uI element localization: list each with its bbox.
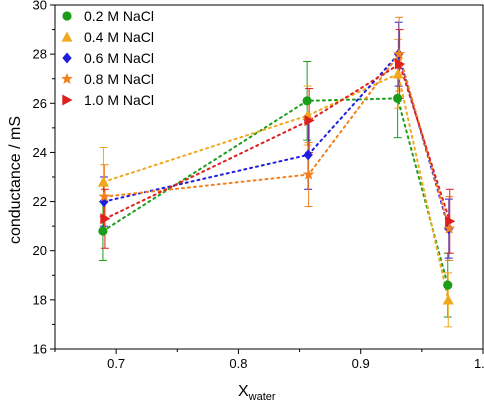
data-point xyxy=(442,294,454,305)
data-point xyxy=(98,226,108,236)
legend-label: 1.0 M NaCl xyxy=(84,92,154,108)
legend-marker xyxy=(61,72,73,85)
y-tick-label: 30 xyxy=(33,0,47,13)
legend-marker xyxy=(61,31,73,42)
series-line xyxy=(103,62,451,223)
x-tick-label: 0.7 xyxy=(107,356,125,371)
data-point xyxy=(393,47,406,60)
data-point xyxy=(392,68,404,79)
legend-marker xyxy=(62,94,73,106)
y-tick-label: 26 xyxy=(33,96,47,111)
x-tick-label: 1.0 xyxy=(474,356,484,371)
data-point xyxy=(303,149,313,161)
y-tick-label: 24 xyxy=(33,145,47,160)
series-line xyxy=(102,72,450,301)
legend-marker xyxy=(62,52,72,64)
x-axis: 0.7 0.8 0.9 1.0 xyxy=(54,349,484,371)
data-point xyxy=(302,96,312,106)
data-point xyxy=(394,58,406,70)
data-point xyxy=(393,93,403,103)
y-axis: 16 18 20 22 24 26 28 30 xyxy=(33,0,55,357)
y-tick-label: 22 xyxy=(33,194,47,209)
legend-label: 0.4 M NaCl xyxy=(84,29,154,45)
data-point xyxy=(443,280,453,290)
legend: 0.2 M NaCl 0.4 M NaCl 0.6 M NaCl 0.8 M NaCl… xyxy=(61,8,154,108)
y-tick-label: 28 xyxy=(33,47,47,62)
legend-label: 0.6 M NaCl xyxy=(84,50,154,66)
y-tick-label: 16 xyxy=(33,342,47,357)
y-tick-label: 18 xyxy=(33,292,47,307)
x-axis-title-main: X xyxy=(238,383,249,400)
x-tick-label: 0.9 xyxy=(352,356,370,371)
series-lines xyxy=(101,51,451,301)
data-point xyxy=(100,213,111,225)
data-point xyxy=(443,222,456,234)
legend-marker xyxy=(62,11,72,21)
data-point xyxy=(98,190,111,202)
y-axis-title: conductance / mS xyxy=(7,116,24,244)
legend-label: 0.8 M NaCl xyxy=(84,71,154,87)
legend-label: 0.2 M NaCl xyxy=(84,8,154,24)
y-tick-label: 20 xyxy=(33,243,47,258)
data-point xyxy=(302,168,315,180)
series-line xyxy=(102,52,450,230)
data-points xyxy=(97,47,456,305)
x-axis-title: Xwater xyxy=(238,383,276,403)
x-axis-title-subscript: water xyxy=(248,391,276,403)
x-tick-label: 0.8 xyxy=(229,356,247,371)
data-point xyxy=(97,176,109,187)
series-line xyxy=(101,97,449,287)
data-point xyxy=(445,215,456,227)
data-point xyxy=(304,114,315,126)
